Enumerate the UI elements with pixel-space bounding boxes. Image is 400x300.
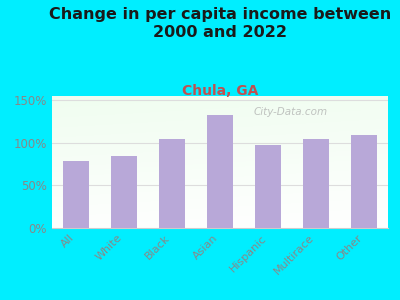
Bar (111, 156, 137, 228)
Text: City-Data.com: City-Data.com (254, 106, 328, 117)
Text: Change in per capita income between
2000 and 2022: Change in per capita income between 2000… (49, 8, 391, 40)
Bar (207, 115, 233, 228)
Bar (303, 140, 329, 228)
Bar (63, 161, 89, 228)
Bar (351, 135, 377, 228)
Bar (255, 145, 281, 228)
Bar (159, 139, 185, 228)
Text: Chula, GA: Chula, GA (182, 84, 258, 98)
